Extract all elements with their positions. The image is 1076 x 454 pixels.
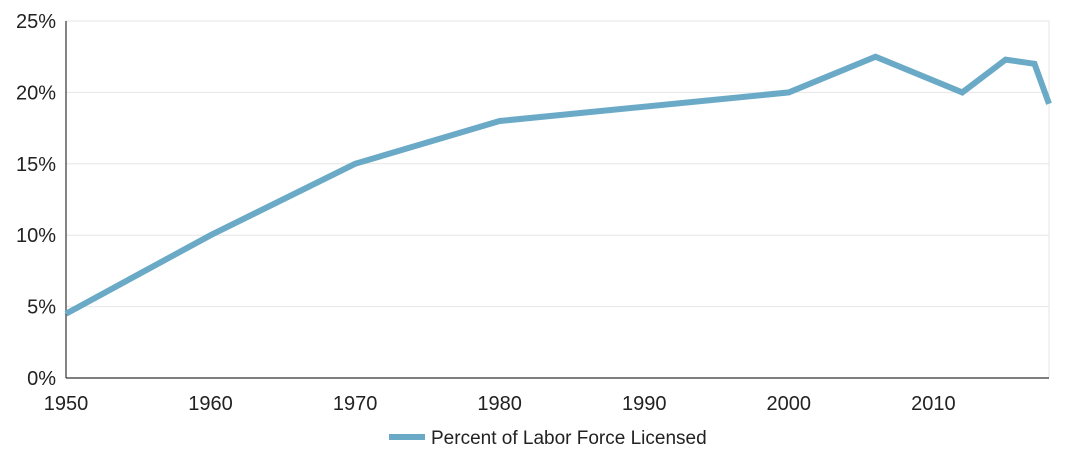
legend: Percent of Labor Force Licensed: [389, 428, 707, 449]
y-tick-label-10: 10%: [16, 225, 56, 247]
x-tick-label-1950: 1950: [44, 393, 89, 415]
x-tick-label-1970: 1970: [333, 393, 378, 415]
axes: [65, 21, 1049, 379]
y-tick-label-15: 15%: [16, 154, 56, 176]
x-tick-label-1990: 1990: [622, 393, 667, 415]
gridlines: [66, 20, 1050, 378]
y-tick-label-20: 20%: [16, 82, 56, 104]
y-axis-ticks: 0% 5% 10% 15% 20% 25%: [16, 11, 56, 390]
x-axis-ticks: 1950 1960 1970 1980 1990 2000 2010: [44, 393, 956, 415]
legend-label: Percent of Labor Force Licensed: [431, 428, 707, 449]
x-tick-label-2010: 2010: [911, 393, 956, 415]
y-tick-label-25: 25%: [16, 11, 56, 33]
y-tick-label-0: 0%: [27, 368, 56, 390]
x-tick-label-1980: 1980: [477, 393, 522, 415]
x-tick-label-1960: 1960: [188, 393, 233, 415]
series-lines: [64, 53, 1052, 317]
y-tick-label-5: 5%: [27, 297, 56, 319]
series-line-0: [64, 53, 1052, 317]
x-tick-label-2000: 2000: [767, 393, 812, 415]
